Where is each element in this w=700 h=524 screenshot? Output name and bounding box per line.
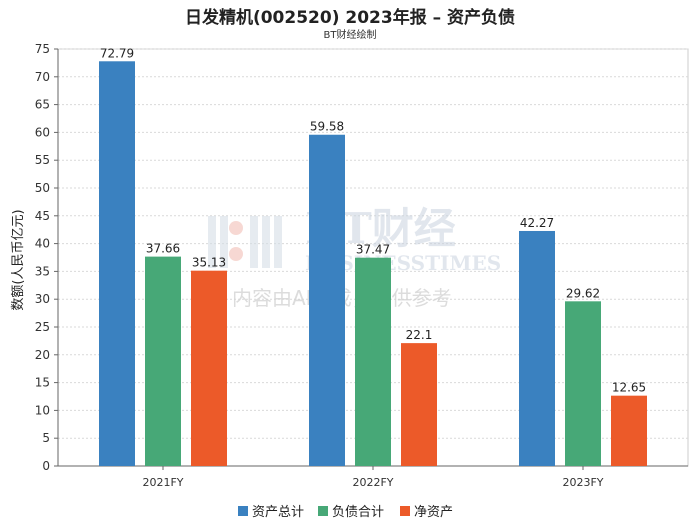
legend: 资产总计 负债合计 净资产 [238, 505, 453, 520]
data-label: 42.27 [520, 216, 554, 230]
y-tick-label: 45 [35, 209, 50, 223]
legend-label: 负债合计 [332, 505, 384, 520]
y-tick-label: 60 [35, 125, 50, 139]
y-tick-label: 25 [35, 320, 50, 334]
data-label: 35.13 [192, 256, 226, 270]
data-label: 22.1 [406, 328, 433, 342]
y-tick-label: 30 [35, 292, 50, 306]
data-labels: 72.79 37.66 35.13 59.58 37.47 22.1 42.27 29.62 1… [100, 46, 646, 394]
y-tick-label: 75 [35, 42, 50, 56]
data-label: 29.62 [566, 286, 600, 300]
data-label: 59.58 [310, 120, 344, 134]
y-tick-label: 35 [35, 264, 50, 278]
chart-subtitle: BT财经绘制 [324, 28, 377, 41]
bar [309, 134, 345, 466]
bar [99, 61, 135, 467]
y-tick-label: 55 [35, 153, 50, 167]
y-tick-label: 10 [35, 403, 50, 417]
legend-swatch [400, 506, 410, 516]
chart-title: 日发精机(002520) 2023年报 – 资产负债 [185, 7, 515, 28]
legend-label: 净资产 [414, 505, 453, 520]
watermark: BT财经 BUSINESSTIMES 内容由AI生成，仅供参考 [208, 204, 501, 310]
bars [99, 61, 647, 467]
y-tick-label: 40 [35, 237, 50, 251]
bar [565, 301, 601, 466]
x-tick-label: 2022FY [352, 476, 393, 489]
bar [611, 395, 647, 466]
watermark-logo-icon [208, 216, 282, 268]
data-label: 37.66 [146, 242, 180, 256]
bar [519, 230, 555, 466]
y-tick-label: 15 [35, 376, 50, 390]
bar [401, 343, 437, 466]
data-label: 72.79 [100, 46, 134, 60]
legend-label: 资产总计 [252, 505, 304, 520]
y-tick-label: 0 [42, 459, 50, 473]
y-axis-label: 数额(人民币亿元) [11, 209, 26, 310]
x-tick-label: 2023FY [562, 476, 603, 489]
y-tick-label: 65 [35, 98, 50, 112]
data-label: 12.65 [612, 381, 646, 395]
y-tick-label: 70 [35, 70, 50, 84]
legend-swatch [318, 506, 328, 516]
bar [145, 256, 181, 466]
legend-swatch [238, 506, 248, 516]
axes: 0 5 10 15 20 25 30 35 40 45 50 55 60 65 70 75 2021FY 2022… [35, 42, 688, 489]
y-tick-label: 5 [42, 431, 50, 445]
y-tick-label: 50 [35, 181, 50, 195]
y-tick-label: 20 [35, 348, 50, 362]
data-label: 37.47 [356, 243, 390, 257]
x-tick-label: 2021FY [142, 476, 183, 489]
bar [191, 270, 227, 466]
bar [355, 257, 391, 466]
